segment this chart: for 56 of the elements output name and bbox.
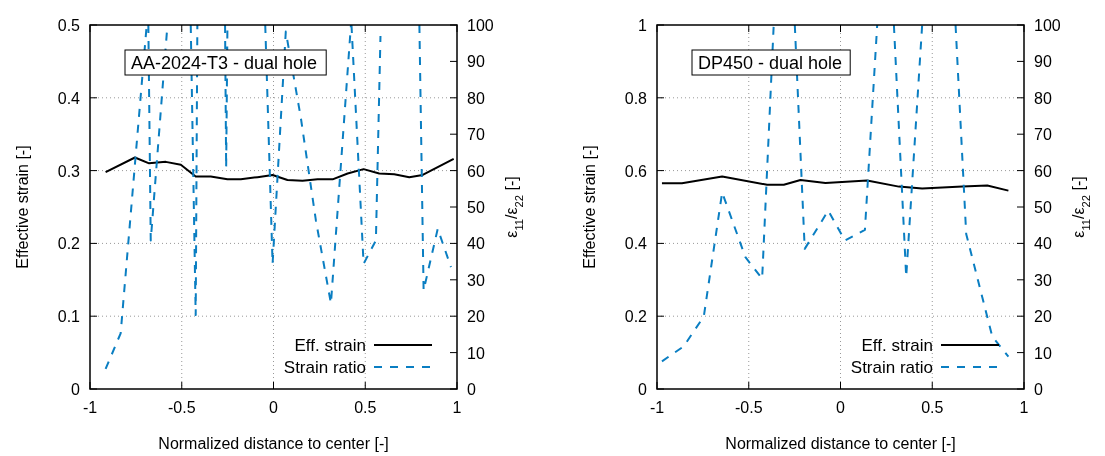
y2-tick-label: 40 [467, 235, 485, 253]
y2-tick-label: 10 [1034, 344, 1052, 362]
x-tick-label: 1 [452, 399, 462, 416]
legend-label: Eff. strain [294, 336, 366, 355]
x-tick-label: 0.5 [921, 399, 944, 416]
y-tick-label: 0.1 [57, 308, 81, 326]
y2-tick-label: 0 [467, 381, 476, 398]
x-tick-label: -1 [82, 399, 98, 416]
x-axis-title: Normalized distance to center [-] [725, 435, 956, 452]
x-axis-title: Normalized distance to center [-] [158, 435, 389, 452]
y2-tick-label: 30 [467, 271, 485, 289]
y-tick-label: 0.4 [624, 235, 648, 253]
y-tick-label: 0.6 [624, 162, 648, 180]
x-tick-label: -0.5 [167, 399, 196, 416]
x-tick-label: 1 [1019, 399, 1029, 416]
y-tick-label: 0.4 [57, 89, 81, 107]
y-tick-label: 0.5 [57, 17, 81, 34]
y-tick-label: 0.3 [57, 162, 81, 180]
y2-tick-label: 70 [467, 126, 485, 144]
y-tick-label: 0 [638, 381, 648, 398]
y2-tick-label: 90 [467, 53, 485, 71]
x-tick-label: 0 [836, 399, 846, 416]
y2-tick-label: 60 [1034, 162, 1052, 180]
y2-tick-label: 50 [1034, 199, 1052, 216]
y2-tick-label: 50 [467, 199, 485, 216]
legend-label: Eff. strain [861, 336, 933, 355]
x-tick-label: -1 [649, 399, 665, 416]
line-series [660, 175, 1010, 192]
y2-tick-label: 100 [1034, 17, 1061, 34]
x-tick-label: 0.5 [354, 399, 377, 416]
text: DP450 - dual hole [698, 53, 843, 73]
y2-tick-label: 30 [1034, 271, 1052, 289]
y2-tick-label: 90 [1034, 53, 1052, 71]
text: AA-2024-T3 - dual hole [131, 53, 318, 73]
y2-tick-label: 100 [467, 17, 494, 34]
x-tick-label: 0 [269, 399, 279, 416]
y2-tick-label: 40 [1034, 235, 1052, 253]
y2-tick-label: 70 [1034, 126, 1052, 144]
line-series [104, 156, 455, 182]
y2-tick-label: 80 [1034, 89, 1052, 107]
y2-tick-label: 20 [467, 308, 485, 326]
y2-tick-label: 80 [467, 89, 485, 107]
legend-label: Strain ratio [850, 358, 933, 377]
y2-tick-label: 20 [1034, 308, 1052, 326]
legend-label: Strain ratio [283, 358, 366, 377]
y2-tick-label: 0 [1034, 381, 1043, 398]
y-tick-label: 1 [638, 17, 648, 34]
x-tick-label: -0.5 [734, 399, 763, 416]
y-tick-label: 0.2 [57, 235, 81, 253]
y-axis-title: Effective strain [-] [14, 145, 31, 269]
y-tick-label: 0.2 [624, 308, 648, 326]
y2-tick-label: 60 [467, 162, 485, 180]
y-tick-label: 0.8 [624, 89, 648, 107]
y2-tick-label: 10 [467, 344, 485, 362]
y-axis-title: Effective strain [-] [581, 145, 598, 269]
y-tick-label: 0 [71, 381, 81, 398]
